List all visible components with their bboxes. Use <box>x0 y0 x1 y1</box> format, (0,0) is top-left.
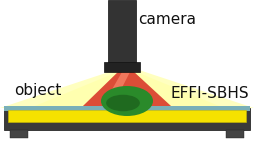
Bar <box>8 110 246 122</box>
Polygon shape <box>102 72 130 107</box>
Text: EFFI-SBHS: EFFI-SBHS <box>170 85 249 101</box>
Bar <box>226 130 244 138</box>
Polygon shape <box>82 72 172 107</box>
Text: object: object <box>14 83 61 98</box>
Polygon shape <box>82 72 172 107</box>
Bar <box>104 62 140 72</box>
Polygon shape <box>0 66 254 108</box>
Bar <box>4 106 250 111</box>
Bar <box>108 0 136 68</box>
Bar <box>4 108 250 130</box>
Bar <box>10 130 28 138</box>
Ellipse shape <box>101 86 153 116</box>
Ellipse shape <box>106 95 140 111</box>
Text: camera: camera <box>138 12 196 27</box>
Polygon shape <box>30 68 224 108</box>
